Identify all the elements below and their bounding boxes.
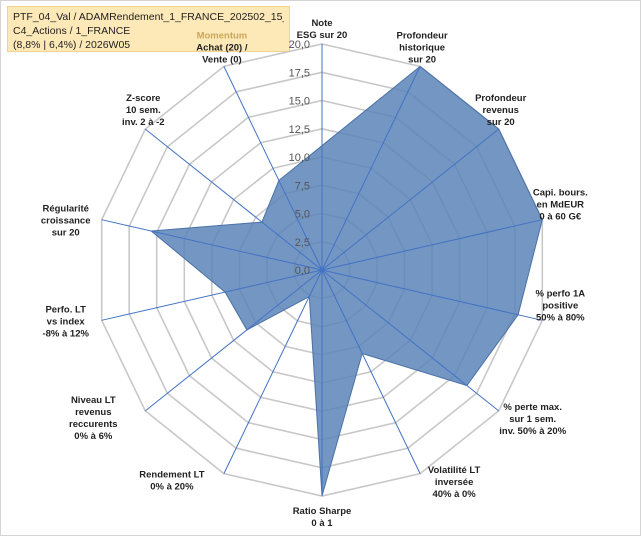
axis-label-12: Régularité croissance sur 20: [41, 204, 91, 239]
radar-spoke-11: [101, 269, 323, 321]
axis-label-line: inv. 50% à 20%: [499, 426, 566, 437]
axis-label-line: sur 20: [487, 117, 515, 128]
radar-axis-labels: Note ESG sur 20 Profondeur historique sur 20…: [41, 18, 588, 529]
axis-label-line: Achat (20) /: [196, 42, 248, 53]
tick-label: 10,0: [289, 152, 310, 164]
axis-label-line: 0% à 20%: [150, 482, 194, 493]
axis-label-line: sur 20: [408, 54, 436, 65]
axis-label-11: Perfo. LT vs index -8% à 12%: [42, 304, 89, 339]
radar-series-area: [149, 65, 543, 497]
axis-label-4: Capi. bours. en MdEUR 0 à 60 G€: [533, 188, 588, 223]
axis-label-13: Z-score 10 sem. inv. 2 à -2: [122, 93, 165, 128]
axis-label-line: 50% à 80%: [536, 312, 585, 323]
tick-label: 15,0: [289, 96, 310, 108]
axis-label-7: Volatilité LT inversée 40% à 0%: [428, 465, 481, 500]
radar-spoke-4: [321, 219, 543, 271]
axis-label-line: Capi. bours.: [533, 188, 588, 199]
axis-label-line: inv. 2 à -2: [122, 117, 165, 128]
axis-label-line: Perfo. LT: [45, 304, 86, 315]
axis-label-line: positive: [542, 300, 578, 311]
axis-label-8: Ratio Sharpe 0 à 1: [293, 506, 352, 529]
axis-label-line: croissance: [41, 216, 91, 227]
tick-label: 12,5: [289, 124, 310, 136]
radar-spoke-7: [321, 269, 421, 474]
axis-label-2: Profondeur historique sur 20: [396, 30, 447, 65]
axis-label-line: Vente (0): [202, 54, 242, 65]
radar-spoke-14: [223, 66, 323, 271]
axis-label-line: Niveau LT: [71, 395, 116, 406]
radar-spoke-9: [223, 269, 323, 474]
axis-label-line: reccurents: [69, 419, 118, 430]
axis-label-line: 40% à 0%: [432, 489, 476, 500]
tick-label: 0,0: [295, 265, 310, 277]
axis-label-5: % perfo 1A positive 50% à 80%: [535, 288, 585, 323]
axis-label-line: Volatilité LT: [428, 465, 481, 476]
axis-label-line: 0 à 60 G€: [539, 212, 581, 223]
tick-label: 7,5: [295, 180, 310, 192]
portfolio-info-line-1: PTF_04_Val / ADAMRendement_1_FRANCE_2025…: [13, 11, 284, 23]
portfolio-info-line-3: (8,8% | 6,4%) / 2026W05: [13, 39, 131, 51]
axis-label-line: Rendement LT: [139, 470, 204, 481]
radar-spoke-13: [144, 128, 323, 271]
radar-spoke-5: [321, 269, 543, 321]
axis-label-3: Profondeur revenus sur 20: [475, 93, 526, 128]
radar-spoke-12: [101, 219, 323, 271]
axis-label-9: Rendement LT 0% à 20%: [139, 470, 204, 493]
axis-label-line: 10 sem.: [126, 105, 161, 116]
axis-label-line: 0 à 1: [311, 518, 333, 529]
axis-label-line: inversée: [435, 477, 474, 488]
axis-label-line: Note: [311, 18, 332, 29]
axis-label-line: Régularité: [42, 204, 88, 215]
axis-label-line: % perfo 1A: [535, 288, 585, 299]
axis-label-line: Ratio Sharpe: [293, 506, 352, 517]
radar-spoke-6: [321, 269, 500, 412]
axis-label-line: ESG sur 20: [297, 30, 348, 41]
axis-label-line: historique: [399, 42, 445, 53]
axis-label-line: vs index: [47, 316, 86, 327]
tick-label: 2,5: [295, 237, 310, 249]
axis-label-line: % perte max.: [503, 402, 562, 413]
tick-label: 5,0: [295, 209, 310, 221]
axis-label-line: -8% à 12%: [42, 328, 89, 339]
axis-label-line: Profondeur: [475, 93, 526, 104]
axis-label-line: Z-score: [126, 93, 160, 104]
radar-spoke-3: [321, 128, 500, 271]
axis-label-line: sur 20: [52, 228, 80, 239]
radar-spoke-2: [321, 66, 421, 271]
radar-tick-labels: 0,0 2,5 5,0 7,5 10,0 12,5 15,0 17,5 20,0: [289, 39, 310, 277]
axis-label-line: Profondeur: [396, 30, 447, 41]
axis-label-1: Note ESG sur 20: [297, 18, 348, 41]
portfolio-info-line-2: C4_Actions / 1_FRANCE: [13, 25, 131, 37]
axis-label-line: Momentum: [197, 30, 248, 41]
axis-label-line: 0% à 6%: [74, 431, 113, 442]
axis-label-14: Momentum Achat (20) / Vente (0): [196, 30, 248, 65]
portfolio-info-box: PTF_04_Val / ADAMRendement_1_FRANCE_2025…: [7, 6, 290, 52]
axis-label-10: Niveau LT revenus reccurents 0% à 6%: [69, 395, 118, 442]
axis-label-line: revenus: [482, 105, 518, 116]
axis-label-line: sur 1 sem.: [509, 414, 556, 425]
radar-series: [101, 44, 543, 497]
tick-label: 17,5: [289, 67, 310, 79]
radar-spoke-10: [144, 269, 323, 412]
axis-label-6: % perte max. sur 1 sem. inv. 50% à 20%: [499, 402, 566, 437]
axis-label-line: revenus: [75, 407, 111, 418]
axis-label-line: en MdEUR: [537, 200, 585, 211]
tick-label: 20,0: [289, 39, 310, 51]
